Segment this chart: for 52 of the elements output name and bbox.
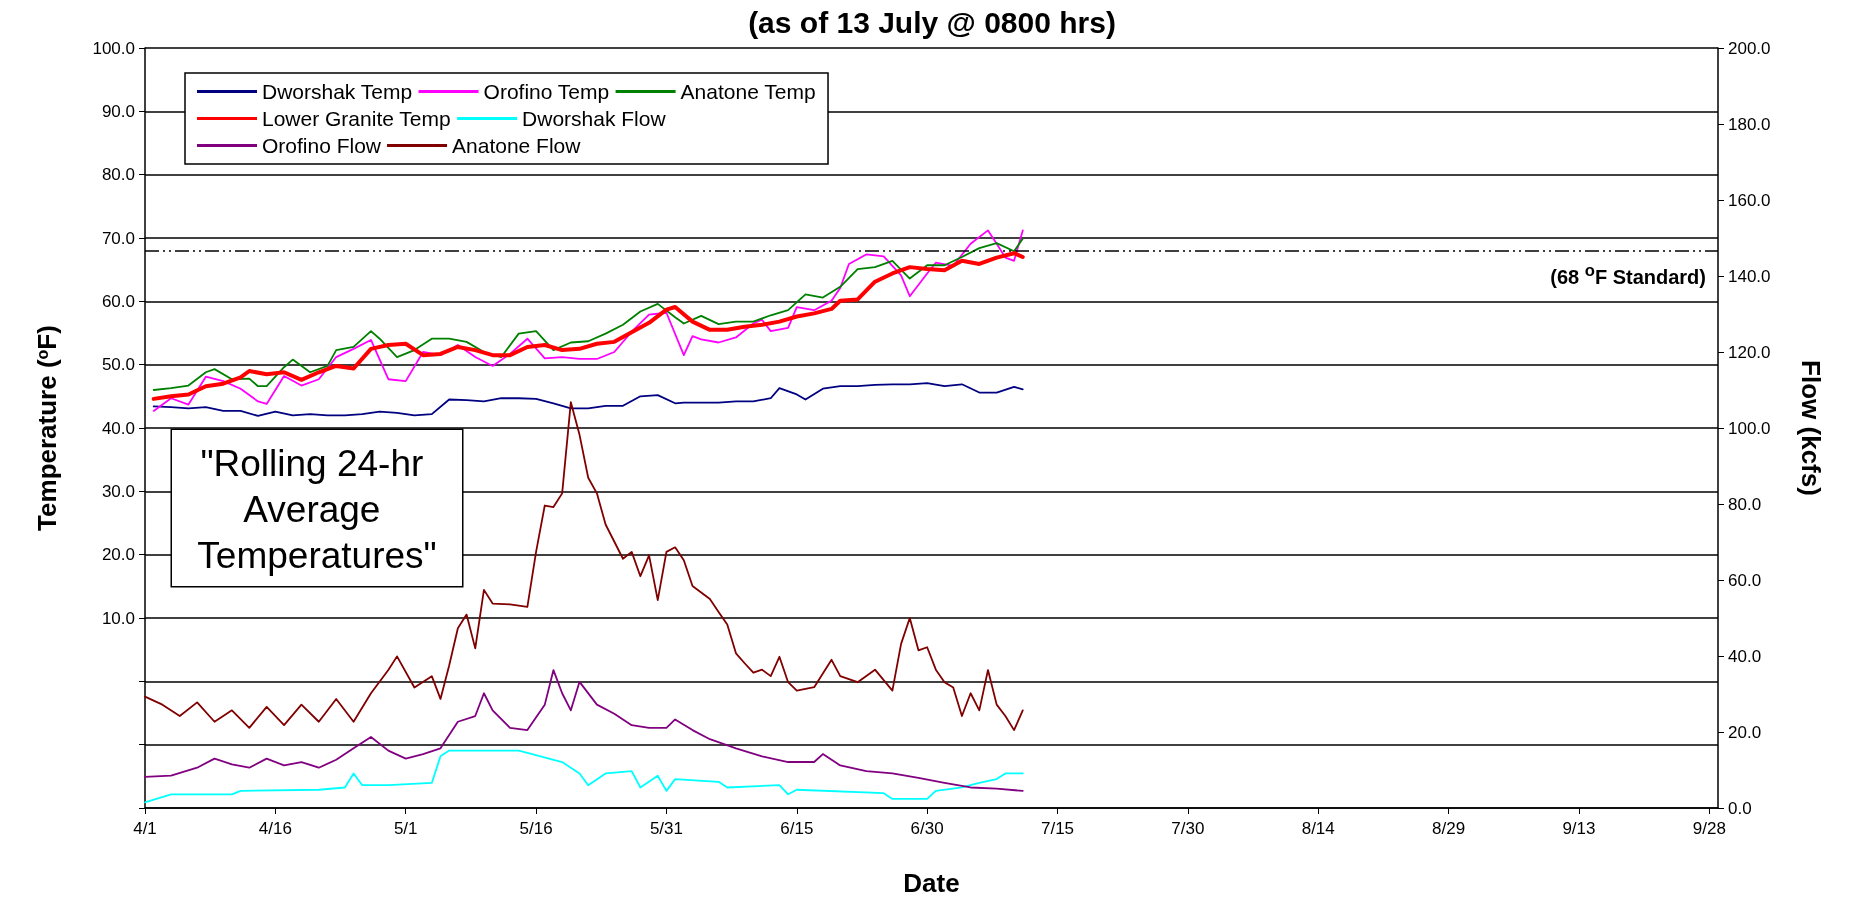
legend-label: Anatone Temp [680,80,816,103]
y2-tick-label: 80.0 [1728,494,1762,514]
y-tick-label: 50.0 [101,355,135,375]
y-tick-label: 60.0 [101,291,135,311]
y2-tick-label: 200.0 [1728,38,1771,58]
y-tick-label: 20.0 [101,545,135,565]
x-tick-label: 4/1 [133,819,157,838]
x-tick-label: 5/1 [393,819,418,838]
y2-tick-label: 180.0 [1728,114,1771,134]
annotation: "Rolling 24-hr Average Temperatures" [197,442,437,576]
y2-tick-label: 160.0 [1728,190,1771,210]
legend-label: Anatone Flow [452,134,582,157]
line-series [152,382,1024,417]
x-tick-label: 7/15 [1040,819,1075,838]
y-tick-label: 30.0 [101,481,135,501]
x-tick-label: 6/30 [910,819,944,838]
y2-tick-label: 20.0 [1728,722,1762,742]
legend-label: Dworshak Flow [522,107,667,130]
x-tick-label: 4/16 [258,819,292,838]
y-tick-label: 90.0 [101,101,135,121]
x-tick-label: 5/16 [519,819,553,838]
ref-line-label: (68 $^{o}$F Standard) [1550,260,1706,289]
x-axis-title: Date [903,868,960,898]
legend-label: Lower Granite Temp [262,107,451,130]
y2-tick-label: 40.0 [1728,646,1762,666]
y2-tick-label: 140.0 [1728,266,1771,286]
chart-title: (as of 13 July @ 0800 hrs) [748,5,1116,39]
y2-tick-label: 60.0 [1728,570,1762,590]
x-tick-label: 8/14 [1301,819,1335,838]
line-series [152,229,1024,412]
x-tick-label: 8/29 [1432,819,1466,838]
legend-label: Orofino Temp [483,80,610,103]
x-tick-label: 5/31 [649,819,683,838]
y-tick-label: 100.0 [92,38,135,58]
y2-tick-label: 0.0 [1728,798,1752,818]
line-series [144,749,1024,804]
y-tick-label: 80.0 [101,165,135,185]
x-tick-label: 9/28 [1692,819,1726,838]
y-tick-label: 10.0 [101,608,135,628]
legend-label: Orofino Flow [262,134,382,157]
y2-axis-title: Flow (kcfs) [1796,360,1826,496]
line-series [144,401,1024,731]
line-series [144,669,1024,792]
x-tick-label: 7/30 [1171,819,1205,838]
x-tick-label: 9/13 [1562,819,1596,838]
x-tick-label: 6/15 [780,819,814,838]
legend-label: Dworshak Temp [262,80,413,103]
y-tick-label: 40.0 [101,418,135,438]
y-tick-label: 70.0 [101,228,135,248]
y2-tick-label: 100.0 [1728,418,1771,438]
y2-tick-label: 120.0 [1728,342,1771,362]
y-axis-title: Temperature (oF) [32,325,62,531]
